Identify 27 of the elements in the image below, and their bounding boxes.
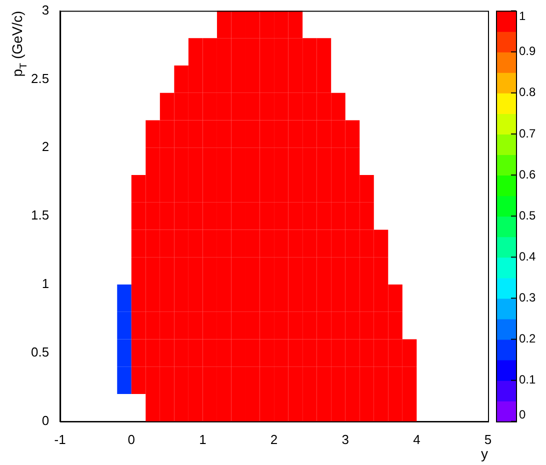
y-tick-label: 0 xyxy=(42,412,50,428)
x-tick-label: 0 xyxy=(128,432,136,447)
x-tick-label: 2 xyxy=(270,432,278,447)
color-bar-label: 0 xyxy=(519,408,526,422)
color-bar-label: 0.1 xyxy=(519,372,536,387)
color-bar-label: 1 xyxy=(519,9,526,24)
y-tick-label: 3 xyxy=(42,2,50,18)
color-bar-label: 0.4 xyxy=(519,249,536,264)
y-axis-title: pT (GeV/c) xyxy=(9,10,30,77)
color-bar-label: 0.3 xyxy=(519,290,536,305)
y-tick-label: 2.5 xyxy=(30,70,50,86)
color-bar-label: 0.2 xyxy=(519,332,536,346)
x-tick-label: 3 xyxy=(342,432,349,447)
x-tick-label: -1 xyxy=(54,432,66,447)
color-bar-label: 0.5 xyxy=(519,208,536,222)
y-tick-label: 1.5 xyxy=(30,208,50,223)
color-bar-label: 0.8 xyxy=(519,85,536,100)
color-bar-label: 0.6 xyxy=(519,167,536,182)
y-tick-label: 0.5 xyxy=(30,344,50,360)
color-bar-label: 0.9 xyxy=(519,44,536,58)
y-tick-label: 2 xyxy=(42,139,50,154)
color-bar-label: 0.7 xyxy=(519,126,536,140)
x-axis-title: y xyxy=(481,445,488,462)
x-tick-label: 5 xyxy=(484,432,492,447)
x-tick-label: 1 xyxy=(199,432,206,447)
y-tick-label: 1 xyxy=(42,276,50,292)
x-tick-label: 4 xyxy=(413,432,420,447)
